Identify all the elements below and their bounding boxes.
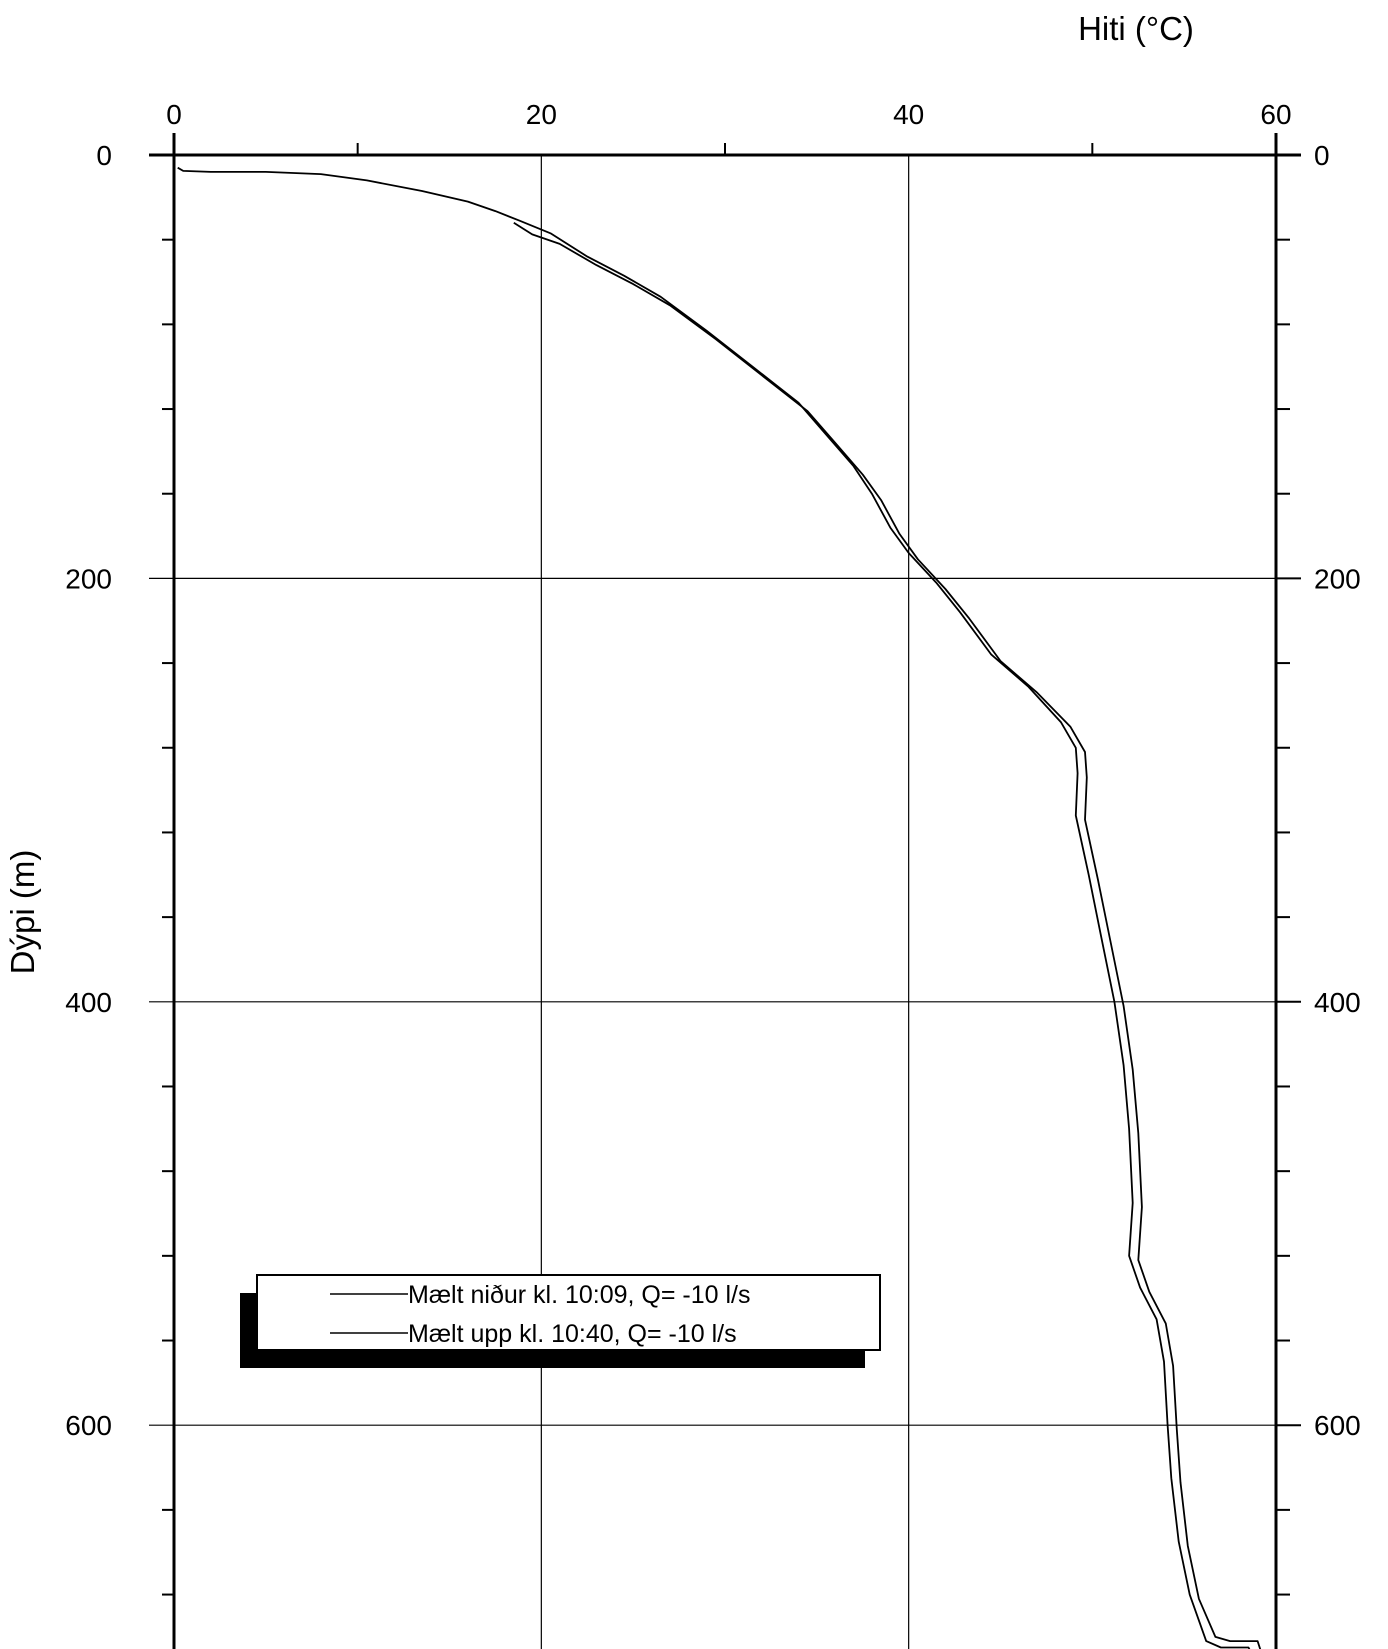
- y-tick-label-right-200: 200: [1314, 563, 1361, 594]
- x-tick-label-60: 60: [1260, 99, 1291, 130]
- ticks: [162, 143, 1301, 1596]
- x-tick-label-40: 40: [893, 99, 924, 130]
- y-tick-label-left-0: 0: [96, 140, 112, 171]
- y-axis-title: Dýpi (m): [4, 850, 41, 975]
- y-tick-label-left-400: 400: [65, 987, 112, 1018]
- legend-box: [256, 1274, 881, 1351]
- grid-lines: [149, 155, 1301, 1649]
- legend: Mælt niður kl. 10:09, Q= -10 l/s Mælt up…: [240, 1274, 881, 1368]
- series-group: [177, 166, 1262, 1649]
- y-tick-label-left-600: 600: [65, 1410, 112, 1441]
- y-tick-label-left-200: 200: [65, 563, 112, 594]
- y-tick-label-right-0: 0: [1314, 140, 1330, 171]
- x-tick-label-20: 20: [526, 99, 557, 130]
- y-tick-label-right-600: 600: [1314, 1410, 1361, 1441]
- y-tick-label-right-400: 400: [1314, 987, 1361, 1018]
- legend-label-1: Mælt niður kl. 10:09, Q= -10 l/s: [408, 1281, 751, 1309]
- axes: [149, 133, 1301, 1649]
- series-line-1: [177, 166, 1251, 1649]
- x-axis-title: Hiti (°C): [1078, 10, 1194, 47]
- x-tick-label-0: 0: [166, 99, 182, 130]
- legend-label-2: Mælt upp kl. 10:40, Q= -10 l/s: [408, 1320, 737, 1348]
- series-line-2: [513, 221, 1262, 1649]
